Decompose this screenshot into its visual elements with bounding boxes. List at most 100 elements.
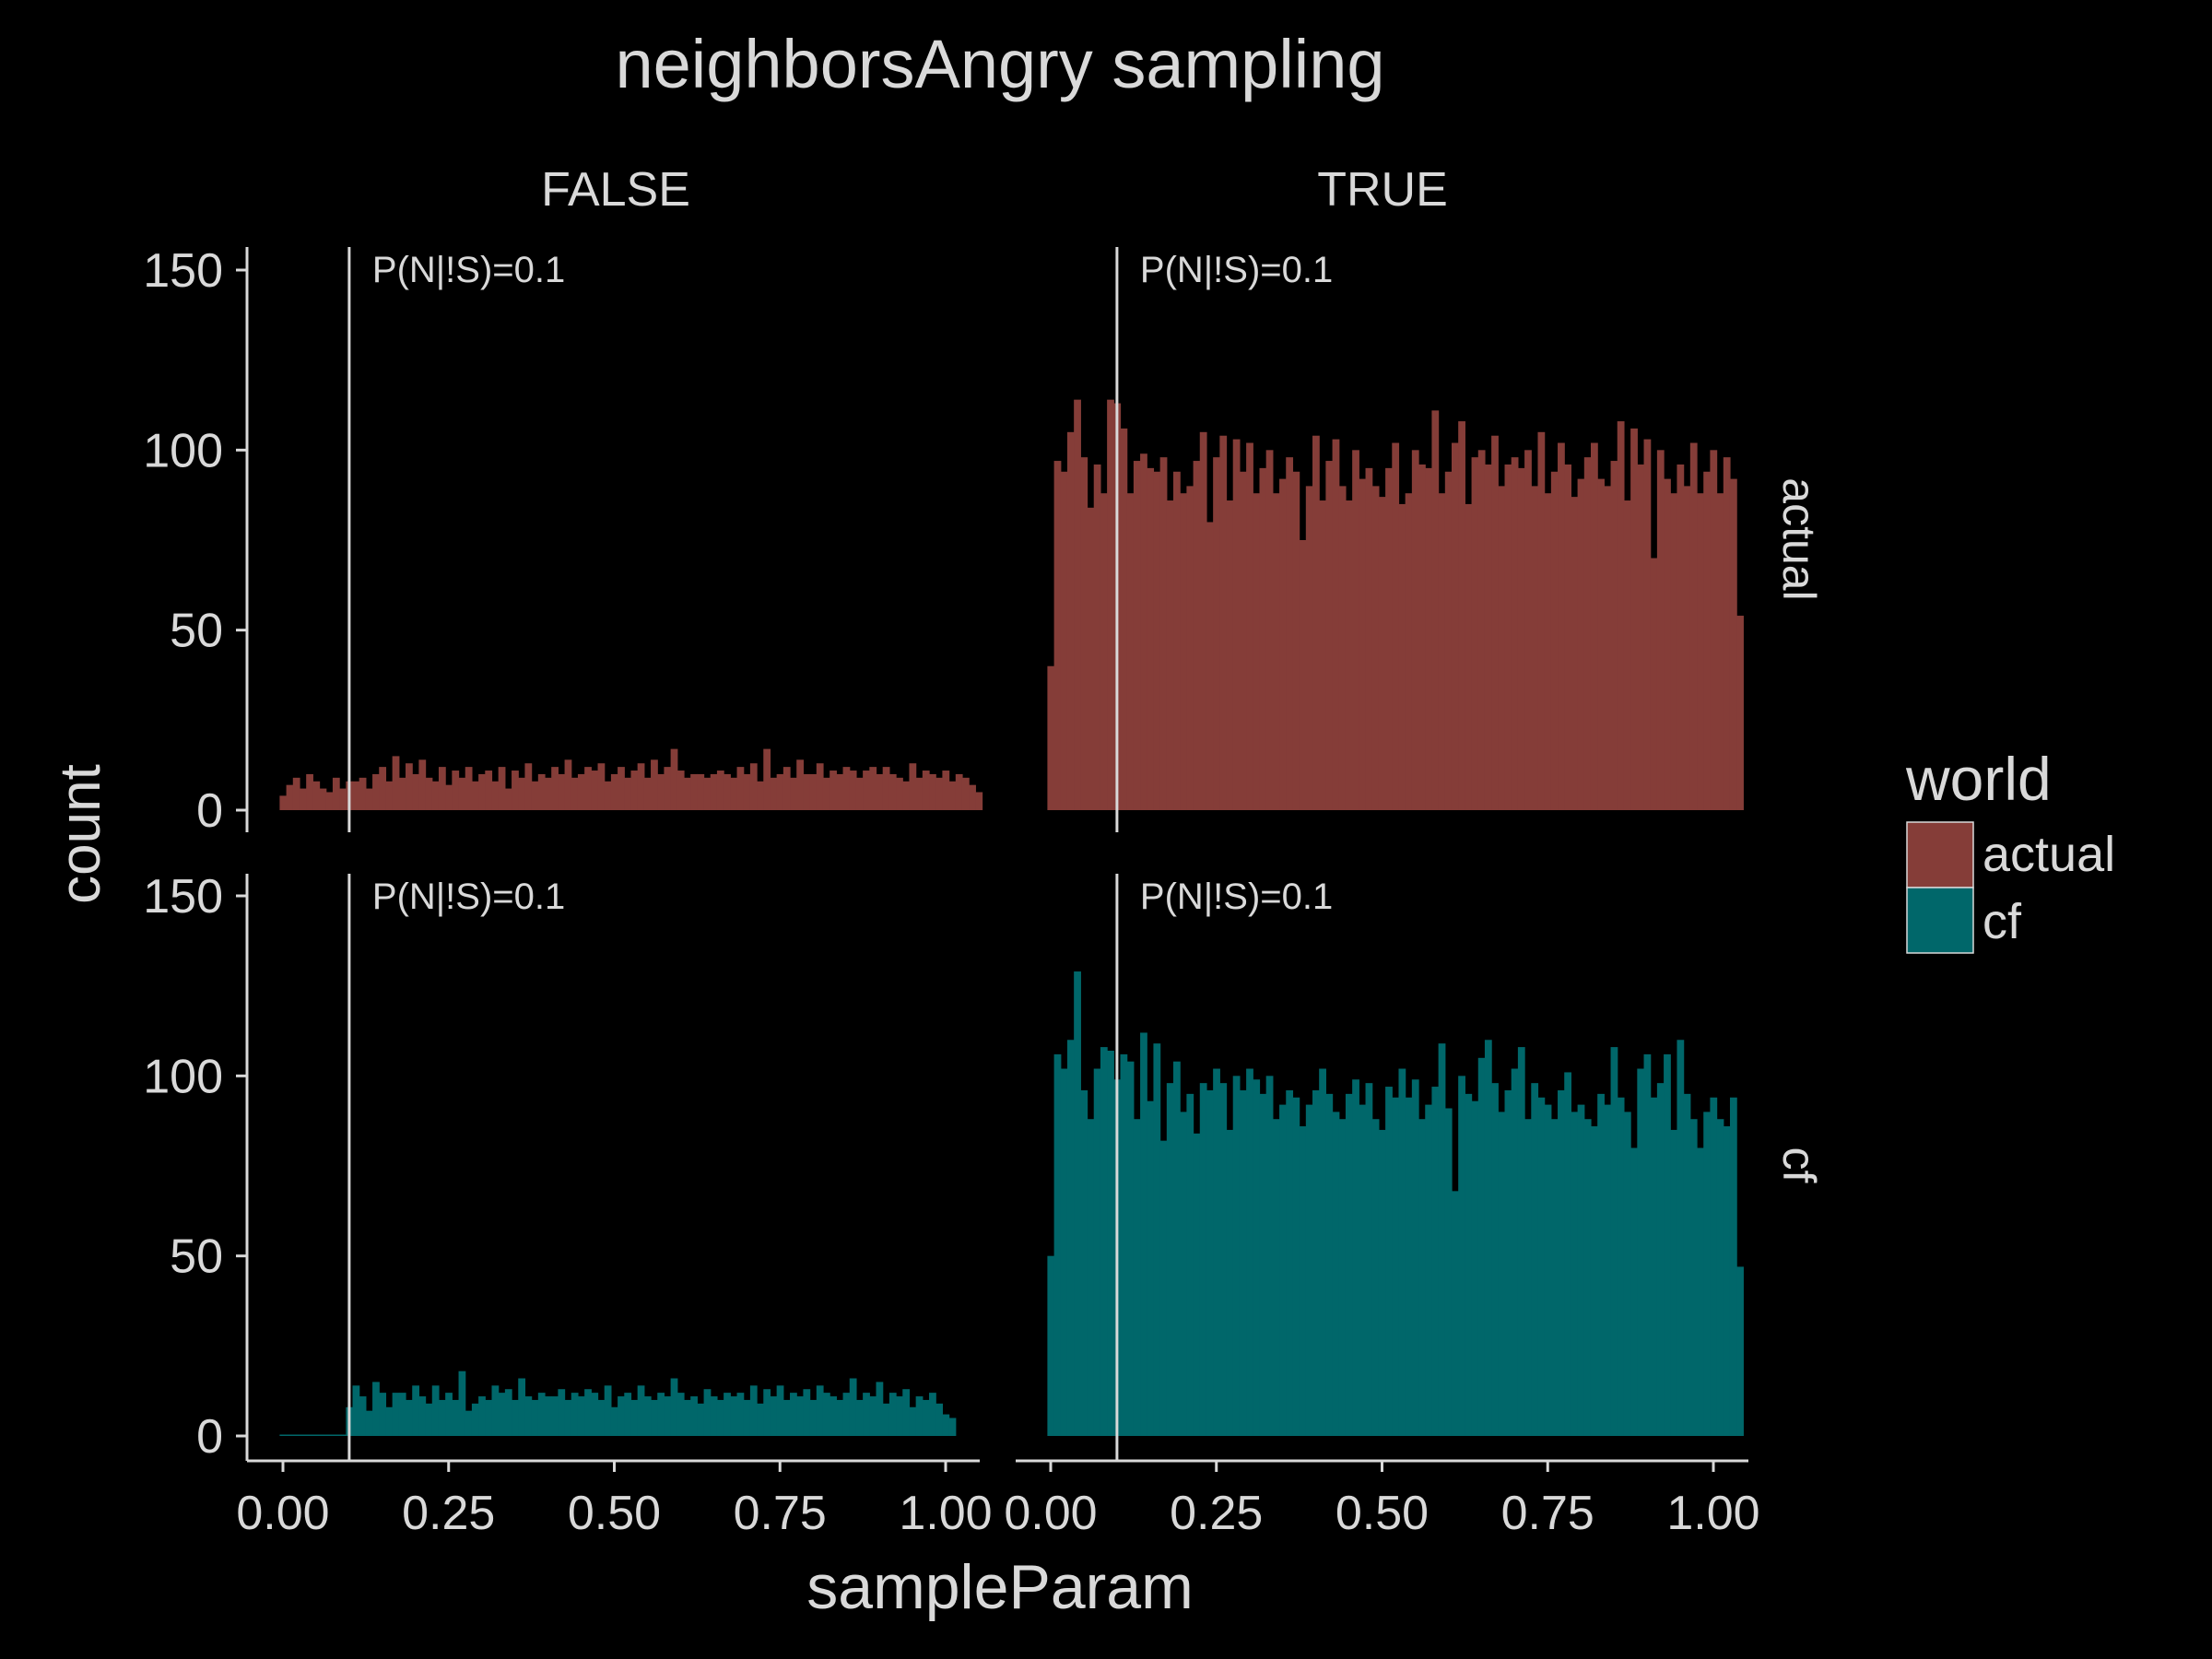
- bar-true-cf-31: [1253, 1079, 1261, 1436]
- bar-true-actual-21: [1186, 486, 1194, 810]
- bar-true-actual-63: [1465, 503, 1473, 810]
- y-tick-label-actual-150: 150: [143, 244, 223, 298]
- bar-false-cf-76: [782, 1399, 791, 1436]
- bar-true-actual-20: [1180, 493, 1187, 810]
- bar-false-actual-75: [776, 773, 784, 810]
- bar-true-actual-72: [1524, 450, 1532, 810]
- bar-false-actual-79: [803, 773, 811, 810]
- x-tick-label-true-0.00: 0.00: [1004, 1487, 1097, 1540]
- bar-false-actual-82: [822, 777, 830, 810]
- bar-true-actual-49: [1371, 486, 1380, 810]
- bar-false-actual-74: [770, 777, 778, 810]
- bar-true-cf-0: [1047, 1255, 1055, 1436]
- y-tick-label-actual-100: 100: [143, 424, 223, 477]
- bar-false-cf-16: [385, 1406, 394, 1436]
- bar-false-cf-11: [352, 1385, 360, 1436]
- bar-true-actual-43: [1332, 439, 1340, 810]
- bar-true-actual-50: [1378, 497, 1386, 810]
- bar-true-actual-91: [1650, 558, 1658, 810]
- bar-true-actual-104: [1736, 616, 1744, 810]
- bar-false-cf-17: [392, 1393, 400, 1436]
- bar-false-cf-41: [551, 1396, 559, 1436]
- bar-false-actual-40: [545, 777, 552, 810]
- bar-false-actual-56: [651, 759, 658, 810]
- bar-false-cf-98: [929, 1393, 936, 1436]
- bar-false-actual-72: [757, 781, 764, 810]
- bar-true-actual-99: [1703, 471, 1712, 810]
- bar-false-actual-11: [352, 781, 360, 810]
- bar-false-actual-71: [749, 763, 758, 810]
- bar-false-actual-9: [339, 788, 347, 810]
- bar-false-actual-99: [935, 777, 944, 810]
- bar-true-actual-57: [1425, 467, 1433, 810]
- bar-false-actual-92: [888, 773, 897, 810]
- bar-true-cf-2: [1060, 1068, 1068, 1436]
- bar-true-actual-15: [1147, 467, 1155, 810]
- bar-false-actual-36: [518, 777, 526, 810]
- bar-false-cf-53: [630, 1399, 639, 1436]
- bar-false-actual-33: [498, 767, 506, 810]
- bar-true-cf-60: [1444, 1108, 1453, 1436]
- bar-false-actual-22: [425, 777, 433, 810]
- bar-false-cf-92: [888, 1393, 897, 1436]
- x-axis-label: sampleParam: [806, 1552, 1194, 1622]
- bar-false-actual-37: [524, 763, 533, 810]
- bar-true-actual-7: [1093, 464, 1101, 810]
- bar-false-cf-31: [485, 1399, 493, 1436]
- y-tick-label-actual-0: 0: [196, 784, 223, 838]
- bar-true-actual-47: [1359, 478, 1367, 810]
- bar-false-actual-101: [948, 781, 957, 810]
- bar-false-actual-19: [406, 763, 413, 810]
- bar-true-actual-4: [1074, 399, 1081, 810]
- bar-true-cf-42: [1325, 1093, 1334, 1436]
- bar-true-actual-83: [1597, 478, 1605, 810]
- bar-true-cf-73: [1531, 1083, 1539, 1436]
- bar-false-cf-29: [471, 1403, 479, 1436]
- bar-false-actual-47: [591, 771, 599, 810]
- y-axis-label: count: [49, 764, 112, 904]
- bar-false-cf-9: [339, 1434, 347, 1436]
- y-tick-label-cf-150: 150: [143, 870, 223, 924]
- bar-false-cf-3: [299, 1434, 307, 1436]
- y-tick-label-actual-50: 50: [170, 605, 223, 658]
- bar-false-actual-31: [485, 771, 493, 810]
- facet-label-true: TRUE: [1317, 163, 1448, 217]
- bar-false-actual-15: [379, 767, 387, 810]
- bar-true-cf-39: [1305, 1104, 1313, 1436]
- bar-true-actual-64: [1471, 457, 1479, 810]
- bar-true-cf-6: [1087, 1119, 1095, 1436]
- bar-true-cf-81: [1583, 1119, 1592, 1436]
- bar-true-cf-92: [1656, 1083, 1665, 1436]
- bar-true-cf-85: [1610, 1047, 1618, 1436]
- bar-true-cf-67: [1491, 1083, 1499, 1436]
- bar-true-cf-35: [1279, 1104, 1287, 1436]
- bar-true-cf-87: [1623, 1112, 1631, 1436]
- bar-false-cf-55: [643, 1396, 652, 1436]
- bar-false-actual-24: [438, 767, 446, 810]
- bar-false-cf-42: [558, 1389, 566, 1436]
- bar-false-cf-51: [618, 1396, 625, 1436]
- bar-true-actual-23: [1199, 431, 1207, 810]
- bar-true-actual-38: [1299, 540, 1307, 810]
- bar-false-cf-45: [577, 1396, 585, 1436]
- bar-false-cf-34: [504, 1389, 512, 1436]
- bar-true-cf-11: [1120, 1053, 1128, 1436]
- bar-false-actual-5: [312, 781, 321, 810]
- bar-false-actual-70: [743, 773, 751, 810]
- y-tick-label-cf-0: 0: [196, 1410, 223, 1464]
- bar-true-cf-43: [1332, 1112, 1340, 1436]
- bar-false-cf-2: [292, 1434, 300, 1436]
- bar-false-cf-72: [757, 1403, 764, 1436]
- bar-false-actual-91: [882, 767, 890, 810]
- bar-true-cf-46: [1352, 1079, 1359, 1436]
- bar-true-actual-77: [1558, 442, 1565, 810]
- bar-true-cf-99: [1703, 1112, 1712, 1436]
- bar-false-cf-82: [822, 1393, 830, 1436]
- bar-true-actual-51: [1385, 467, 1393, 810]
- bar-false-cf-47: [591, 1393, 599, 1436]
- bar-false-cf-36: [518, 1378, 526, 1436]
- bar-true-actual-79: [1571, 497, 1579, 810]
- bar-false-actual-78: [796, 759, 805, 810]
- bar-true-actual-87: [1623, 500, 1631, 810]
